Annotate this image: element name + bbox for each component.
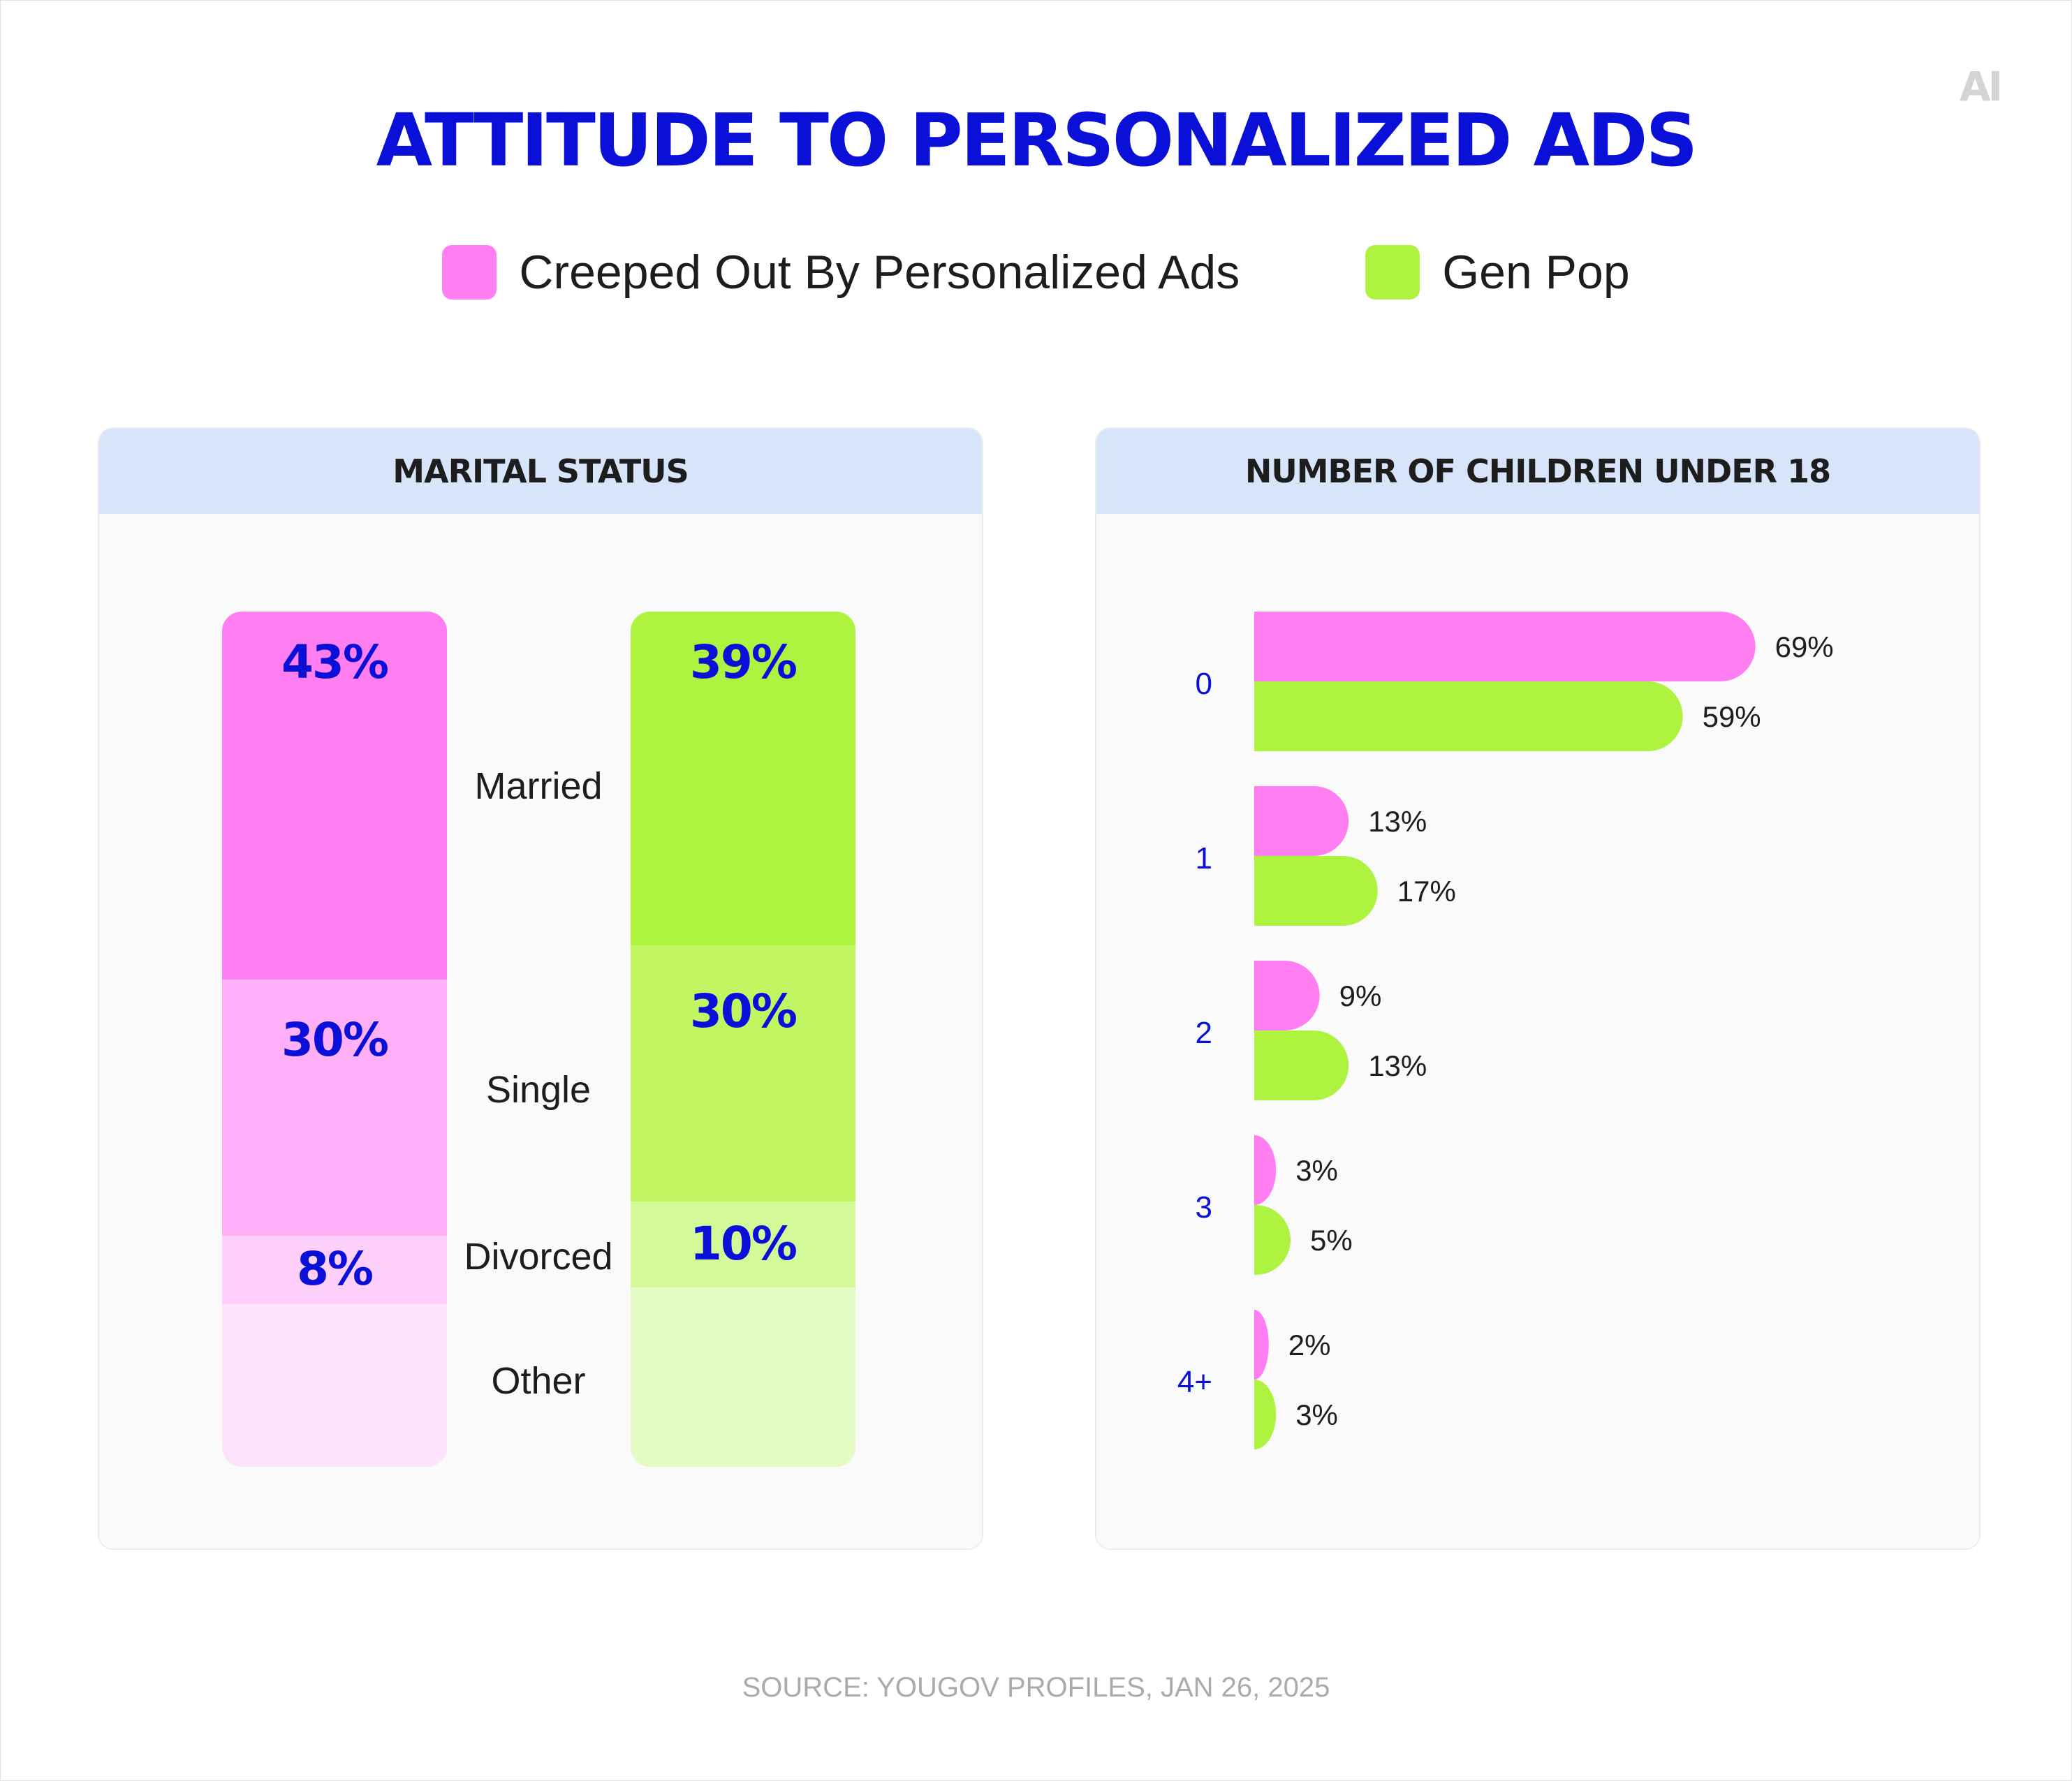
segment-single — [631, 945, 855, 1202]
segment-value-label: 39% — [690, 635, 798, 689]
segment-divorced — [631, 1202, 855, 1287]
children-bar-chart: 0 69% 59% 1 13% 17% 2 9% 13% 3 3% 5% 4+ 2% 3% — [1177, 612, 1834, 1449]
creeped-out-bar — [1254, 612, 1756, 681]
segment-value-label: 30% — [281, 1012, 389, 1067]
gen-pop-bar — [1254, 681, 1683, 751]
bar-value-label: 5% — [1310, 1224, 1353, 1257]
legend-label: Creeped Out By Personalized Ads — [519, 246, 1240, 299]
brand-logo: AI — [1959, 63, 2003, 110]
bar-value-label: 3% — [1295, 1154, 1338, 1187]
segment-married — [222, 612, 447, 980]
creeped-out-bar — [1254, 786, 1349, 856]
panel-title: NUMBER OF CHILDREN UNDER 18 — [1244, 452, 1831, 490]
segment-value-label: 30% — [690, 984, 798, 1038]
bar-value-label: 13% — [1368, 805, 1427, 838]
category-label: 3 — [1196, 1190, 1212, 1225]
creeped-out-column: 43% 30% 8% — [222, 612, 447, 1467]
legend-item-gen-pop: Gen Pop — [1365, 244, 1630, 300]
segment-value-label: 43% — [281, 635, 389, 689]
category-label: 4+ — [1177, 1365, 1212, 1399]
segment-married — [631, 612, 855, 945]
gen-pop-bar — [1254, 856, 1378, 926]
gen-pop-bar — [1254, 1205, 1291, 1275]
category-label-married: Married — [474, 765, 603, 808]
category-label-other: Other — [491, 1359, 586, 1402]
legend-label: Gen Pop — [1442, 246, 1630, 299]
category-label: 0 — [1196, 667, 1212, 701]
gen-pop-column: 39% 30% 10% — [631, 612, 855, 1467]
gen-pop-bar — [1254, 1030, 1349, 1100]
bar-value-label: 13% — [1368, 1049, 1427, 1082]
category-label-divorced: Divorced — [464, 1235, 613, 1278]
category-label-single: Single — [485, 1069, 592, 1111]
page-title: ATTITUDE TO PERSONALIZED ADS — [376, 98, 1698, 183]
source-note: SOURCE: YOUGOV PROFILES, JAN 26, 2025 — [742, 1672, 1330, 1703]
category-label: 1 — [1196, 841, 1212, 875]
legend-item-creeped-out: Creeped Out By Personalized Ads — [442, 244, 1240, 300]
segment-divorced — [222, 1236, 447, 1305]
creeped-out-bar — [1254, 1135, 1277, 1205]
panel-header: NUMBER OF CHILDREN UNDER 18 — [1096, 429, 1979, 514]
category-label: 2 — [1196, 1016, 1212, 1050]
bar-value-label: 9% — [1339, 980, 1382, 1012]
bar-value-label: 2% — [1288, 1329, 1331, 1361]
legend: Creeped Out By Personalized Ads Gen Pop — [0, 244, 2072, 300]
creeped-out-bar — [1254, 961, 1320, 1030]
segment-value-label: 8% — [296, 1242, 374, 1296]
bar-value-label: 69% — [1775, 630, 1834, 663]
bar-value-label: 3% — [1295, 1398, 1338, 1431]
segment-value-label: 10% — [690, 1216, 798, 1271]
creeped-out-bar — [1254, 1310, 1269, 1380]
panel-title: MARITAL STATUS — [392, 452, 689, 490]
bar-value-label: 17% — [1397, 875, 1456, 908]
segment-other — [631, 1287, 855, 1467]
segment-single — [222, 979, 447, 1236]
gen-pop-bar — [1254, 1380, 1277, 1449]
legend-swatch-green — [1365, 245, 1420, 300]
segment-other — [222, 1304, 447, 1467]
legend-swatch-pink — [442, 245, 497, 300]
panel-header: MARITAL STATUS — [99, 429, 982, 514]
bar-value-label: 59% — [1703, 700, 1761, 733]
